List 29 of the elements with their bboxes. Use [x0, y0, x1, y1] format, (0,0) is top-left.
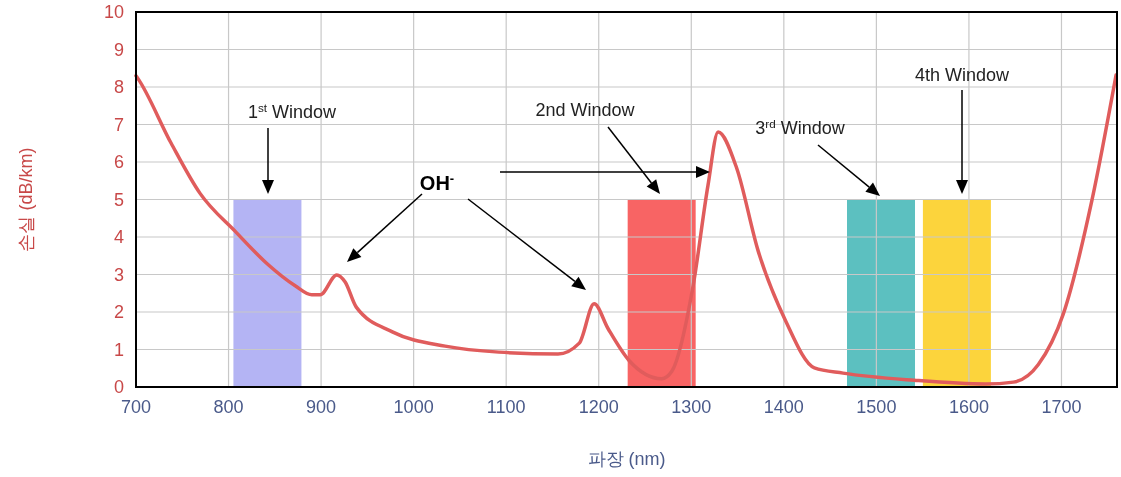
x-tick-label: 900 — [306, 397, 337, 417]
y-tick-label: 5 — [113, 189, 124, 210]
y-tick-label: 1 — [113, 339, 124, 360]
x-tick-label: 1000 — [393, 397, 434, 417]
x-tick-label: 1300 — [671, 397, 712, 417]
x-tick-label: 1500 — [856, 397, 897, 417]
y-tick-label: 7 — [113, 114, 124, 135]
annotation: 2nd Window — [535, 100, 636, 120]
y-tick-label: 4 — [113, 227, 124, 247]
x-tick-label: 1700 — [1041, 397, 1082, 417]
x-tick-label: 700 — [120, 397, 152, 417]
annotation: 4th Window — [914, 65, 1011, 85]
x-tick-label: 1400 — [763, 397, 804, 417]
x-tick-label: 1200 — [578, 397, 619, 417]
y-tick-label: 8 — [113, 77, 124, 97]
y-axis-title: 손실 (dB/km) — [16, 147, 36, 252]
x-tick-label: 800 — [213, 397, 244, 417]
annotation: 3$^{rd}$ Window — [755, 116, 846, 138]
y-tick-label: 2 — [113, 302, 124, 322]
y-tick-label: 9 — [113, 39, 124, 60]
y-tick-label: 10 — [103, 2, 124, 22]
annotation: OH$^{-}$ — [419, 170, 455, 194]
y-tick-label: 3 — [113, 264, 124, 285]
y-tick-label: 6 — [113, 152, 124, 172]
x-tick-label: 1100 — [486, 397, 526, 417]
annotation: 1$^{st}$ Window — [247, 100, 338, 122]
x-axis-title: 파장 (nm) — [587, 449, 666, 469]
y-tick-label: 0 — [113, 377, 124, 397]
x-tick-label: 1600 — [948, 397, 989, 417]
